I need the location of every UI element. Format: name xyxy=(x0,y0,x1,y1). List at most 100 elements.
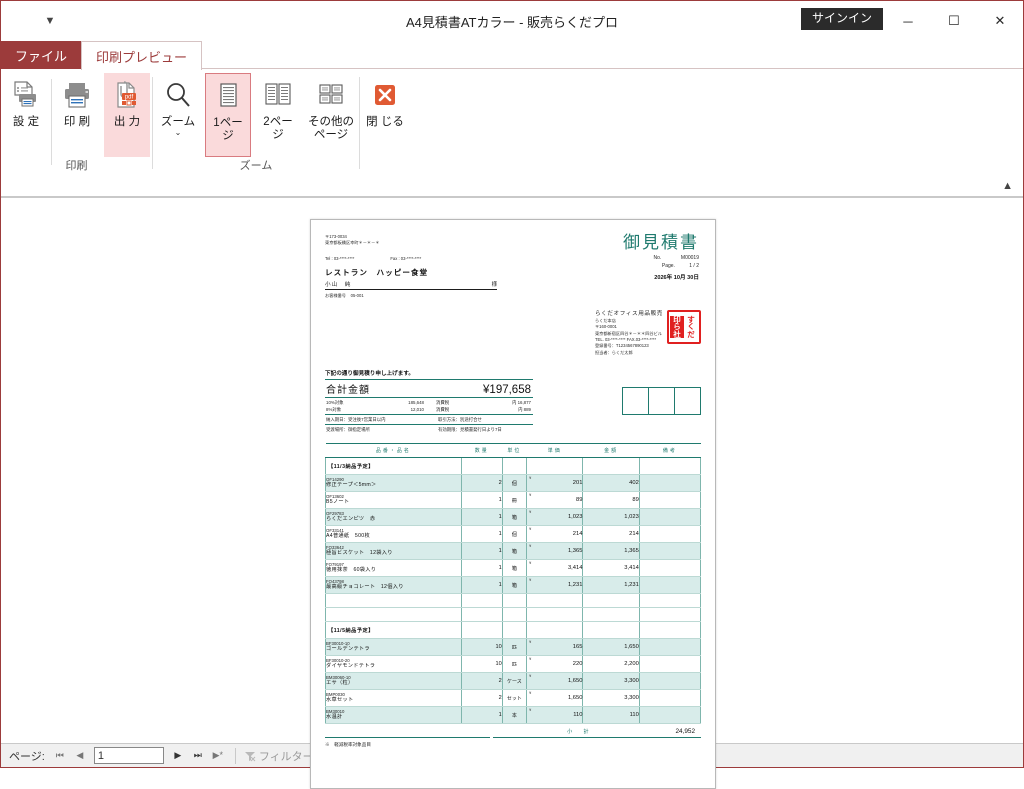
cell-unit: 個 xyxy=(502,474,528,493)
one-page-icon xyxy=(213,78,243,114)
table-row: OF33141 A4普通紙 500枚 1 個 ¥214 214 xyxy=(325,525,702,544)
cell-price: ¥1,231 xyxy=(526,576,584,595)
ribbon-tabs: ファイル 印刷プレビュー xyxy=(1,41,1023,70)
tax-amount-0: 185,648 xyxy=(408,399,424,405)
tax-value-1: 内 889 xyxy=(518,407,531,413)
cell-unit: 冊 xyxy=(502,491,528,510)
page-number-input[interactable]: 1 xyxy=(93,747,164,764)
cell-name: BMP0030 水草セット xyxy=(325,689,462,708)
zoom-button[interactable]: ズーム ⌄ xyxy=(155,73,201,157)
table-row: FO43798 最高級チョコレート 12個入り 1 箱 ¥1,231 1,231 xyxy=(325,576,702,595)
cell-price: ¥3,414 xyxy=(526,559,584,578)
total-box: 合計金額 ¥197,658 10%対象 185,648 消費税 内 16,877 xyxy=(325,378,533,434)
cell-note xyxy=(639,542,702,561)
close-preview-button[interactable]: 閉 じる xyxy=(362,73,408,157)
export-pdf-button[interactable]: pdf 出 力 xyxy=(104,73,150,157)
cell-unit: 本 xyxy=(502,706,528,725)
cell-qty: 1 xyxy=(461,525,503,544)
cell-unit: セット xyxy=(502,689,528,708)
col-header-qty: 数量 xyxy=(461,443,503,459)
close-preview-icon xyxy=(370,77,400,113)
cell-name: FO43798 最高級チョコレート 12個入り xyxy=(325,576,462,595)
cell-qty: 10 xyxy=(461,655,503,674)
stamp-char-5: だ xyxy=(687,329,695,339)
customer-postal: 〒173-0034 xyxy=(325,234,347,239)
close-button[interactable]: ✕ xyxy=(977,1,1023,41)
stamp-char-3: く xyxy=(687,322,695,332)
maximize-button[interactable]: ☐ xyxy=(931,1,977,41)
document-page-row: Page. 1 / 2 xyxy=(551,263,699,271)
cell-price: ¥165 xyxy=(526,638,584,657)
prev-page-icon[interactable]: ◀ xyxy=(76,750,84,760)
sign-in-button[interactable]: サインイン xyxy=(800,8,883,31)
tab-print-preview[interactable]: 印刷プレビュー xyxy=(81,41,203,70)
page-setup-icon xyxy=(11,77,41,113)
page-setup-button[interactable]: 設 定 xyxy=(3,73,49,157)
ribbon-separator xyxy=(51,79,52,165)
cell-price xyxy=(526,457,584,476)
cell-qty xyxy=(461,621,503,640)
ribbon-group-divider xyxy=(152,77,153,169)
cell-note xyxy=(639,508,702,527)
cell-qty: 2 xyxy=(461,672,503,691)
last-page-icon[interactable]: ⏭ xyxy=(193,750,202,760)
cell-price: ¥201 xyxy=(526,474,584,493)
two-page-button[interactable]: 2ペー ジ xyxy=(255,73,301,157)
more-pages-icon xyxy=(316,77,346,113)
tax-label-0: 消費税 xyxy=(436,399,450,405)
cell-name: FO79197 徳用抹茶 60袋入り xyxy=(325,559,462,578)
tax-label-1: 消費税 xyxy=(436,407,450,413)
cell-name xyxy=(325,593,462,609)
approval-box-2 xyxy=(648,386,675,415)
new-record-icon[interactable]: ▶* xyxy=(212,750,224,760)
more-pages-button[interactable]: その他の ページ xyxy=(305,73,357,157)
cell-qty: 1 xyxy=(461,706,503,725)
print-button[interactable]: 印 刷 xyxy=(54,73,100,157)
ribbon: 設 定 印 刷 xyxy=(1,69,1023,197)
col-header-note: 備考 xyxy=(639,443,701,459)
vendor-block: らくだオフィス用品販売 らくだ本店 〒160-0001 東京都新宿区四谷＊－＊＊… xyxy=(325,309,701,356)
tax-row: 8%対象 12,010 消費税 内 889 xyxy=(326,406,531,413)
col-header-amount: 金額 xyxy=(582,443,640,459)
col-header-price: 単価 xyxy=(526,443,583,459)
cell-qty: 10 xyxy=(461,638,503,657)
tax-target-1: 8%対象 xyxy=(326,407,342,413)
cell-amount: 1,023 xyxy=(582,508,640,527)
cell-unit: 匹 xyxy=(502,638,528,657)
zoom-caret-icon[interactable]: ⌄ xyxy=(174,127,182,137)
vendor-address: 東京都新宿区四谷＊－＊＊四谷ビル xyxy=(594,330,662,336)
filter-icon xyxy=(244,751,256,761)
first-page-icon[interactable]: ⏮ xyxy=(55,750,64,760)
cell-unit: 箱 xyxy=(502,542,528,561)
tab-file[interactable]: ファイル xyxy=(1,41,82,69)
status-separator xyxy=(234,747,236,764)
cell-name: FO33642 極旨ビスケット 12袋入り xyxy=(325,542,462,561)
cell-price xyxy=(526,593,584,609)
table-row: BM30010 水温計 1 本 ¥110 110 xyxy=(325,706,702,725)
customer-fax: Fax : 03-****-**** xyxy=(390,255,422,261)
quick-access-caret-icon[interactable]: ▼ xyxy=(44,14,56,27)
cell-note xyxy=(639,559,702,578)
tax-breakdown: 10%対象 185,648 消費税 内 16,877 8%対象 12,010 消… xyxy=(325,398,533,416)
quick-access-toolbar[interactable]: ▼ xyxy=(15,10,85,32)
vendor-registration: 登録番号：T1234567890123 xyxy=(594,343,649,349)
cell-unit xyxy=(502,593,528,609)
approval-box-1 xyxy=(622,386,649,415)
one-page-button[interactable]: 1ペー ジ xyxy=(205,73,251,157)
document-page-label: Page. xyxy=(661,262,675,269)
cell-qty: 1 xyxy=(461,508,503,527)
total-label: 合計金額 xyxy=(326,384,370,396)
next-page-icon[interactable]: ▶ xyxy=(174,750,182,760)
cell-unit: 個 xyxy=(502,525,528,544)
totals-row: 合計金額 ¥197,658 10%対象 185,648 消費税 内 16,877 xyxy=(325,378,701,434)
cell-name: BM30060-10 エサ（粒） xyxy=(325,672,462,691)
minimize-button[interactable]: － xyxy=(885,1,931,41)
document-page-value: 1 / 2 xyxy=(689,262,699,269)
ribbon-collapse-icon[interactable]: ▲ xyxy=(1002,180,1013,192)
cell-amount: 3,300 xyxy=(582,672,640,691)
cell-qty: 1 xyxy=(461,491,503,510)
cell-note xyxy=(639,607,702,623)
cell-amount: 89 xyxy=(582,491,640,510)
svg-text:pdf: pdf xyxy=(125,95,134,101)
total-amount-row: 合計金額 ¥197,658 xyxy=(325,378,533,398)
